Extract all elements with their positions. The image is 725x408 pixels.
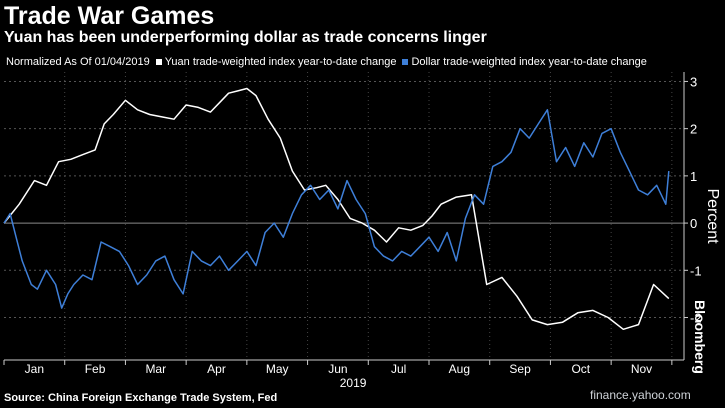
x-tick-label: Aug	[449, 362, 470, 376]
x-tick-label: Jan	[25, 362, 44, 376]
x-tick-label: Jul	[391, 362, 406, 376]
x-tick-label: Jun	[328, 362, 347, 376]
x-tick-label: Apr	[207, 362, 226, 376]
x-tick-label: May	[266, 362, 289, 376]
legend-swatch-dollar	[402, 59, 409, 65]
x-tick-label: Feb	[85, 362, 106, 376]
legend: Normalized As Of 01/04/2019 Yuan trade-w…	[6, 56, 647, 68]
y-tick-label: -2	[690, 311, 702, 326]
x-tick-label: Nov	[631, 362, 652, 376]
x-tick-label: Sep	[509, 362, 531, 376]
y-tick-label: -1	[690, 263, 702, 278]
x-axis-label: 2019	[340, 376, 367, 390]
legend-label-dollar: Dollar trade-weighted index year-to-date…	[411, 56, 647, 68]
watermark: finance.yahoo.com	[590, 388, 691, 402]
y-tick-label: 2	[690, 122, 697, 137]
series-line-dollar	[3, 109, 670, 309]
x-tick-label: Mar	[145, 362, 166, 376]
chart-title: Trade War Games	[4, 2, 215, 30]
bloomberg-logo: Bloomberg	[692, 300, 708, 374]
y-tick-label: 0	[690, 216, 697, 231]
y-axis-label: Percent	[704, 188, 721, 244]
series-line-yuan	[3, 87, 670, 331]
legend-label-yuan: Yuan trade-weighted index year-to-date c…	[164, 56, 397, 68]
x-tick-label: Oct	[571, 362, 590, 376]
y-tick-label: 1	[690, 169, 697, 184]
legend-note: Normalized As Of 01/04/2019	[6, 56, 150, 68]
source-note: Source: China Foreign Exchange Trade Sys…	[4, 392, 278, 404]
legend-swatch-yuan	[155, 59, 162, 65]
chart-subtitle: Yuan has been underperforming dollar as …	[4, 29, 487, 46]
y-tick-label: 3	[690, 74, 697, 89]
